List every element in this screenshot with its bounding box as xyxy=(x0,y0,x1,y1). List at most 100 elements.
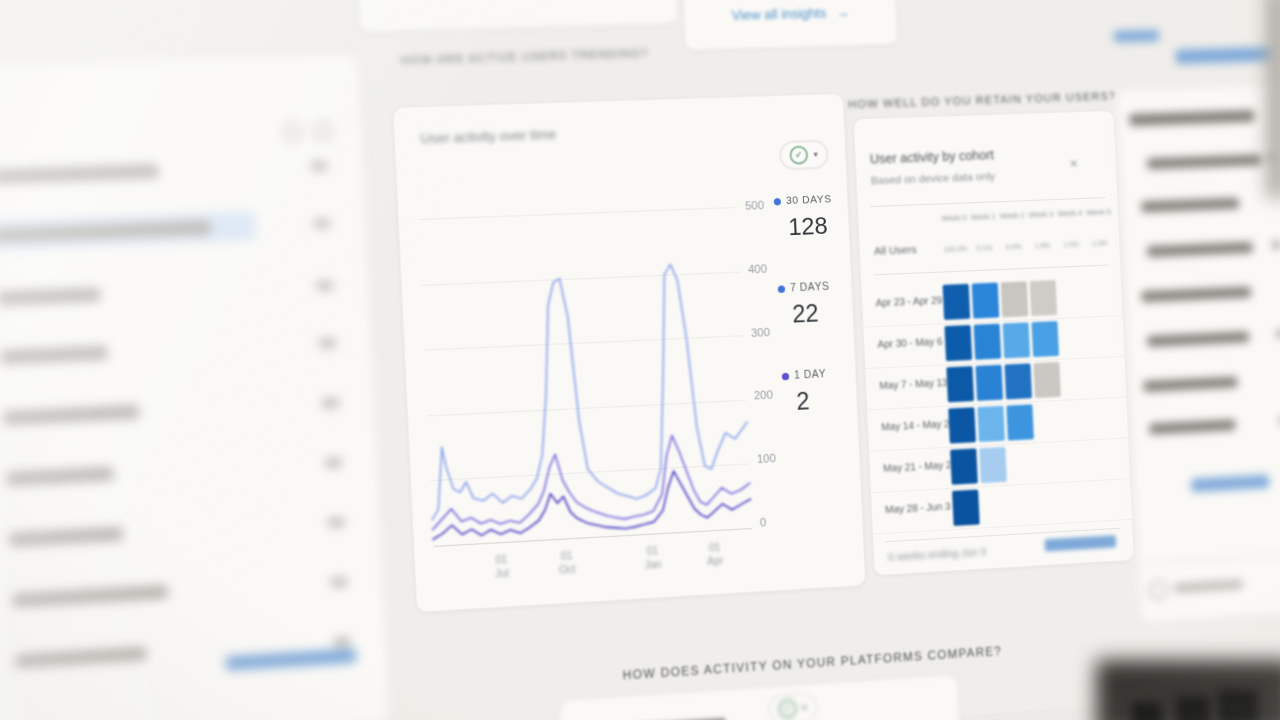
keyboard-key xyxy=(1218,690,1258,720)
legend-head: 1 DAY xyxy=(781,368,827,383)
user-activity-card: User activity over time ✓ ▾ 500 400 300 200… xyxy=(392,92,867,613)
legend-item-30-days: 30 DAYS 128 xyxy=(773,194,834,242)
blurred-link[interactable] xyxy=(225,648,357,671)
cohort-cell xyxy=(973,323,1002,360)
blurred-link[interactable] xyxy=(1113,29,1160,43)
cohort-week-header: Week 1 xyxy=(970,211,996,222)
keyboard-key xyxy=(1176,696,1210,720)
activity-chart-title: User activity over time xyxy=(420,126,557,147)
blurred-link[interactable] xyxy=(1044,535,1117,552)
all-users-label: All Users xyxy=(873,243,917,258)
cohort-cell xyxy=(1029,280,1058,317)
blurred-row-label xyxy=(12,584,168,608)
x-axis-ticks: 01 Jul 01 Oct 01 Jan 01 Apr xyxy=(434,539,754,589)
cohort-cell xyxy=(977,405,1005,443)
y-axis-ticks: 500 400 300 200 100 0 xyxy=(745,200,779,530)
all-users-value: 4.4% xyxy=(1005,241,1022,251)
all-users-value: 1.3% xyxy=(1092,238,1108,248)
blurred-link[interactable] xyxy=(1175,46,1274,65)
chart-legend: 30 DAYS 128 7 DAYS 22 1 DAY 2 xyxy=(773,194,846,415)
legend-dot-icon xyxy=(773,197,782,206)
cohort-cell xyxy=(979,446,1007,484)
legend-item-1-day: 1 DAY 2 xyxy=(781,368,828,417)
view-all-insights-link[interactable]: View all insights → xyxy=(684,3,896,24)
legend-dot-icon xyxy=(777,285,786,293)
cohort-row-label: May 14 - May 20 xyxy=(881,418,956,434)
series-line-30-days xyxy=(421,262,751,520)
check-circle-icon: ✓ xyxy=(778,699,797,719)
cohort-week-header: Week 0 xyxy=(941,213,967,223)
blurred-row-label xyxy=(9,526,124,547)
monitor-edge xyxy=(1266,0,1280,198)
x-tick-month: Jan xyxy=(644,559,662,572)
x-tick-month: Apr xyxy=(706,555,724,569)
legend-head: 7 DAYS xyxy=(777,281,830,295)
legend-label: 30 DAYS xyxy=(785,194,832,208)
cohort-cell xyxy=(944,324,973,362)
dropdown-caret-icon: ▾ xyxy=(813,149,818,160)
section-retention-header: HOW WELL DO YOU RETAIN YOUR USERS? xyxy=(847,90,1117,112)
cohort-cell xyxy=(971,282,1000,319)
x-tick-label: 01 Jan xyxy=(636,544,668,573)
y-tick-label: 300 xyxy=(750,326,771,340)
platforms-card: ✓ ▾ xyxy=(558,674,962,720)
cohort-rows: Apr 23 - Apr 29 Apr 30 - May 6 May 7 - May… xyxy=(861,274,1132,535)
cohort-week-header: Week 5 xyxy=(1086,207,1111,217)
cohort-week-headers: Week 0 Week 1 Week 2 Week 3 Week 4 Week 5 xyxy=(939,207,1113,223)
cohort-cell xyxy=(942,283,971,320)
all-users-value: 1.9% xyxy=(1034,240,1051,250)
y-tick-label: 400 xyxy=(747,262,768,277)
all-users-value: 100.0% xyxy=(943,244,968,254)
blurred-row-label xyxy=(15,646,147,669)
cohort-title: User activity by cohort xyxy=(869,147,995,167)
legend-label: 7 DAYS xyxy=(789,281,830,295)
keyboard-key xyxy=(1132,702,1162,720)
top-left-card xyxy=(354,0,679,33)
cohort-cell xyxy=(1031,321,1059,358)
metric-selector[interactable]: ✓ ▾ xyxy=(767,692,818,720)
blurred-row-value xyxy=(333,637,351,647)
circle-icon[interactable] xyxy=(282,122,303,142)
cohort-cell xyxy=(948,407,976,444)
cohort-cell xyxy=(1002,322,1031,359)
cohort-row-label: Apr 23 - Apr 29 xyxy=(875,295,943,310)
cohort-cell xyxy=(1033,361,1061,399)
cohort-cell xyxy=(952,489,980,526)
dropdown-caret-icon: ▾ xyxy=(802,702,807,713)
cohort-footer: 6 weeks ending Jun 3 xyxy=(888,546,987,564)
x-tick-month: Jul xyxy=(494,568,509,581)
blurred-row-label xyxy=(3,404,140,426)
blurred-row-value xyxy=(310,161,328,171)
cohort-cell xyxy=(1004,363,1033,400)
x-tick-label: 01 Apr xyxy=(699,541,731,570)
y-tick-label: 500 xyxy=(744,199,765,213)
x-tick-month: Oct xyxy=(558,564,576,577)
legend-label: 1 DAY xyxy=(793,368,827,382)
all-users-values: 100.0% 5.1% 4.4% 1.9% 1.5% 1.3% xyxy=(941,238,1115,254)
blurred-row-label xyxy=(6,466,114,487)
circle-icon[interactable] xyxy=(313,121,333,141)
cohort-row-label: May 28 - Jun 3 xyxy=(884,501,951,517)
divider xyxy=(873,264,1109,276)
all-users-value: 5.1% xyxy=(976,243,993,253)
blurred-row-label xyxy=(0,287,101,306)
metric-selector[interactable]: ✓ ▾ xyxy=(779,140,829,170)
blurred-row-label xyxy=(0,164,159,184)
section-trending-header: HOW ARE ACTIVE USERS TRENDING? xyxy=(400,47,649,68)
close-icon[interactable]: ✕ xyxy=(1068,158,1079,171)
blurred-row-value xyxy=(330,577,348,587)
blurred-row-value xyxy=(316,281,334,291)
cohort-card: User activity by cohort Based on device … xyxy=(852,109,1135,577)
blurred-row-value xyxy=(1275,329,1280,338)
cohort-week-header: Week 2 xyxy=(999,210,1025,221)
cohort-cell xyxy=(950,448,978,485)
activity-chart-svg xyxy=(418,207,752,546)
check-circle-icon: ✓ xyxy=(789,146,808,165)
y-tick-label: 0 xyxy=(759,516,767,530)
cohort-cell xyxy=(946,366,975,403)
blurred-row-value xyxy=(319,338,336,348)
cohort-row-label: Apr 30 - May 6 xyxy=(877,336,943,351)
blurred-row-value xyxy=(313,219,331,229)
all-users-value: 1.5% xyxy=(1063,239,1080,249)
